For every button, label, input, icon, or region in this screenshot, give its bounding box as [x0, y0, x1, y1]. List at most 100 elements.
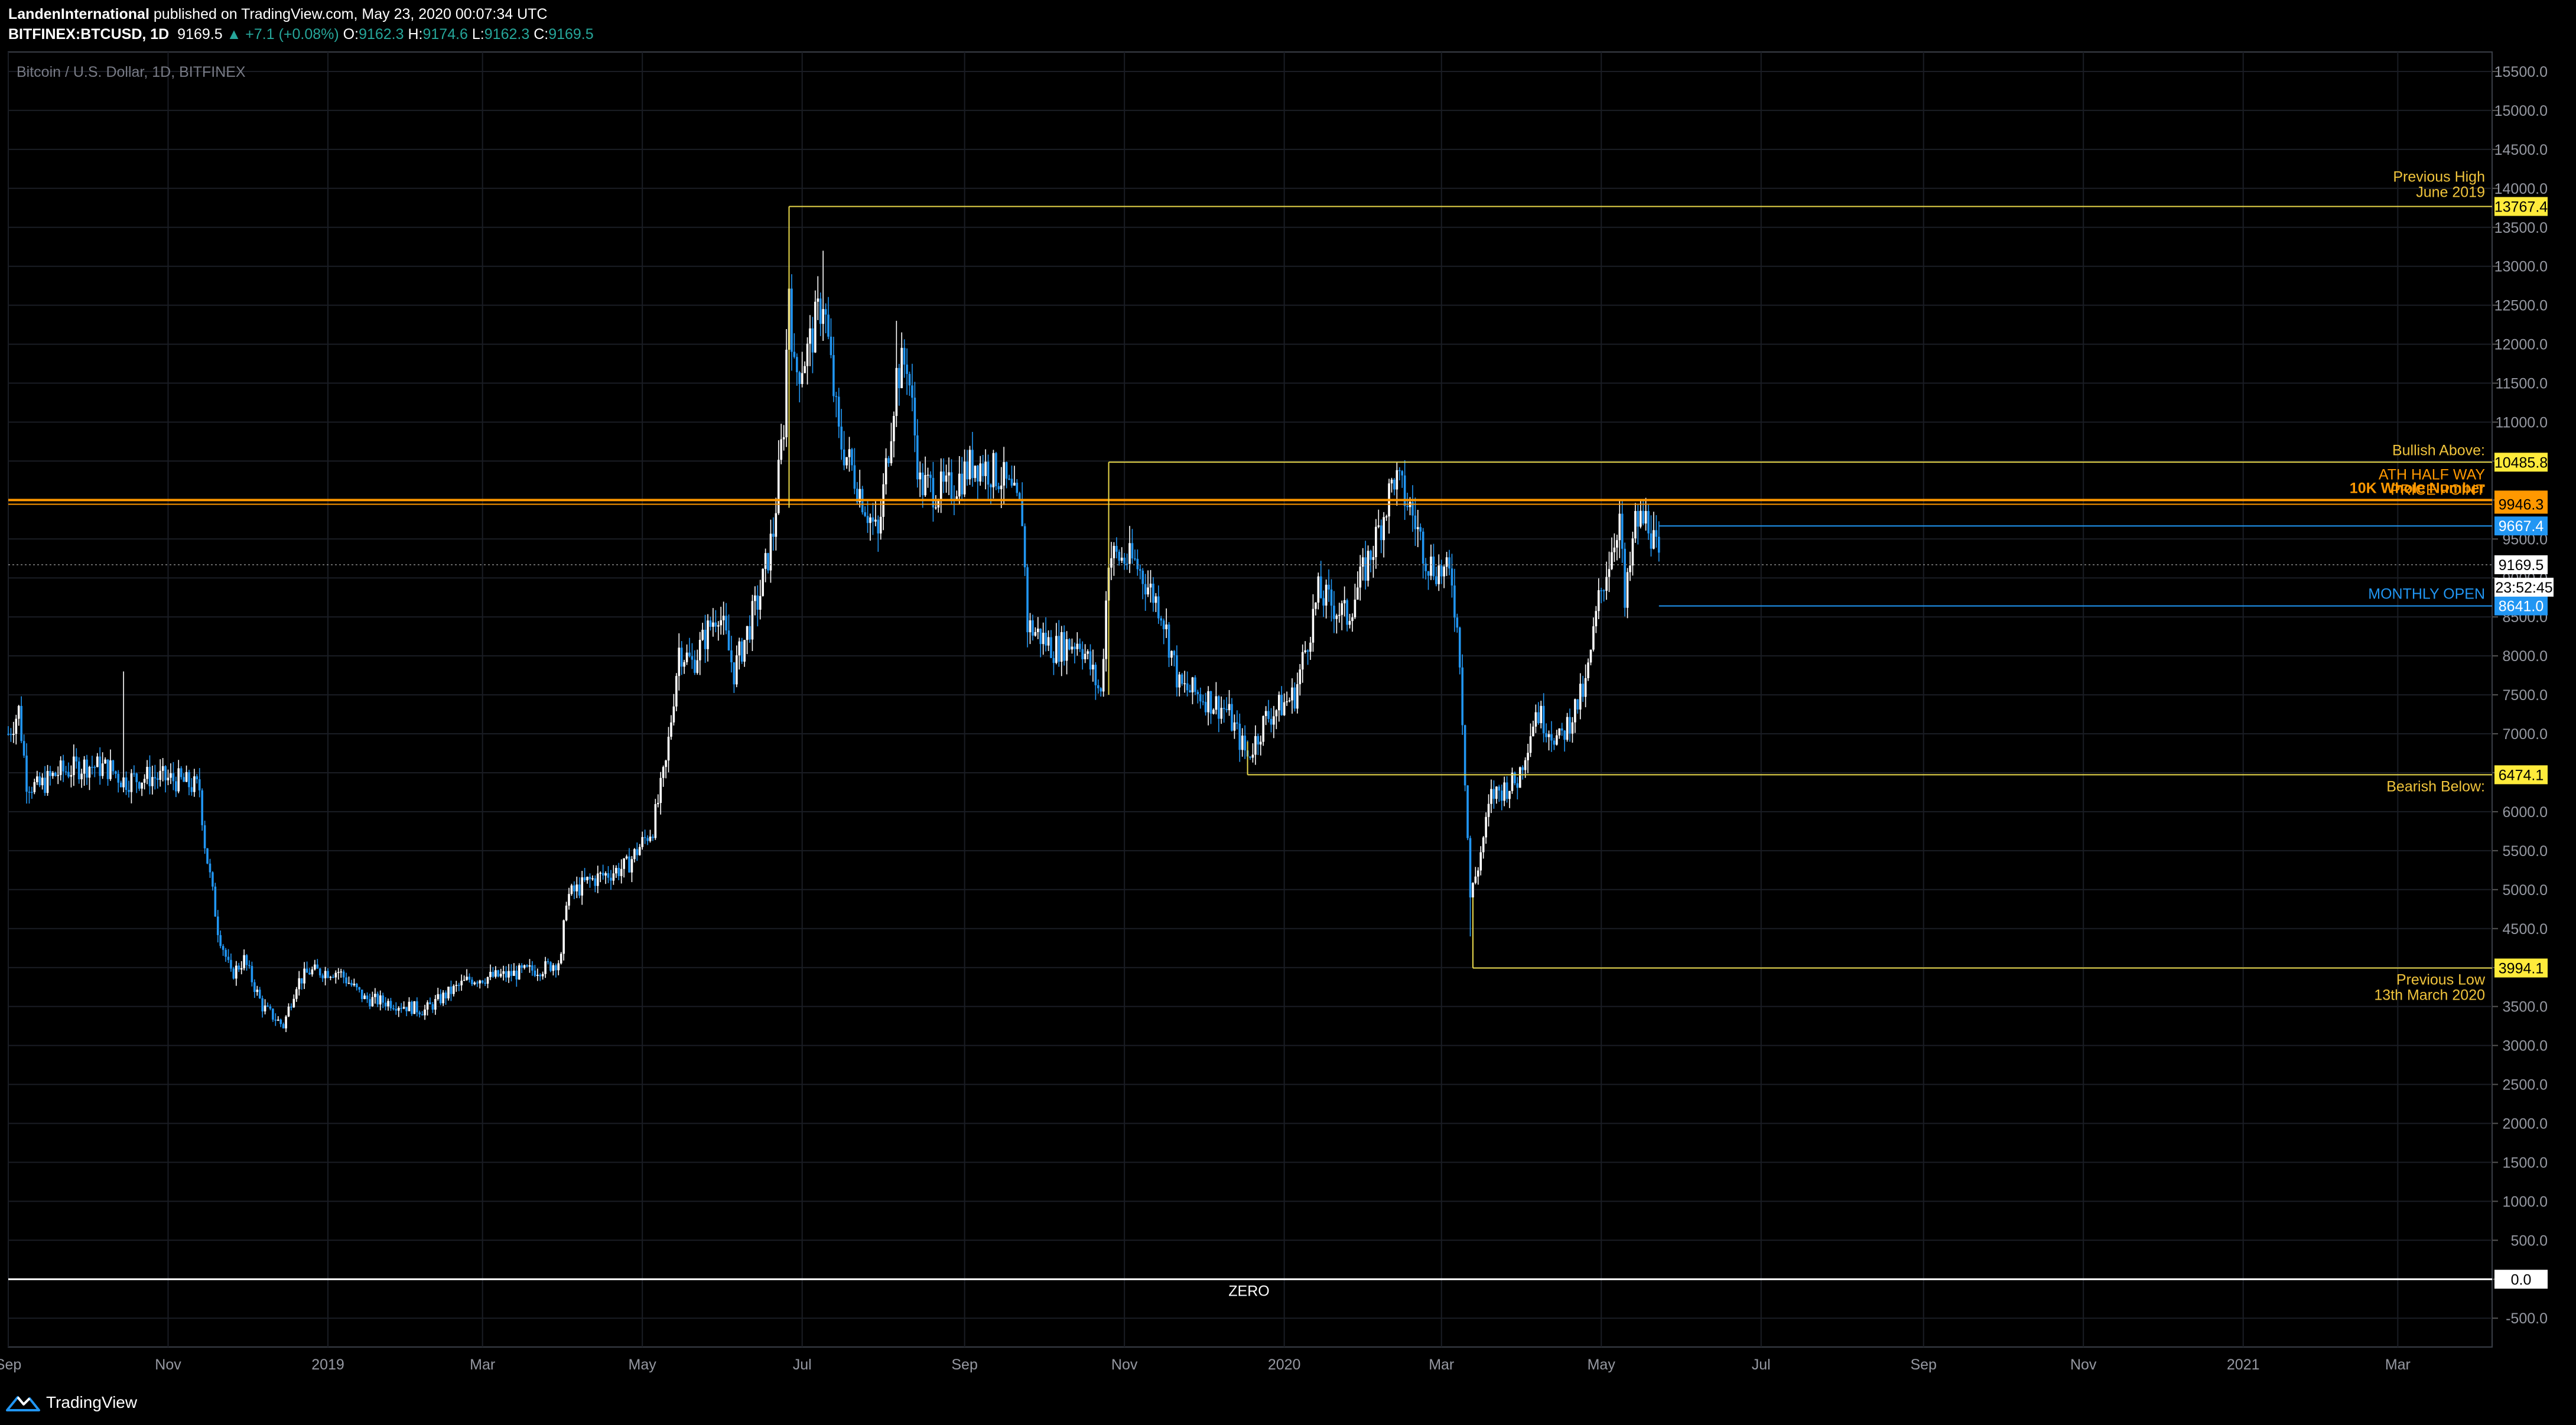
candle-body	[942, 471, 945, 482]
candle-body	[1196, 692, 1199, 694]
candle-body	[138, 782, 141, 789]
candle-body	[1508, 790, 1511, 799]
candle-body	[798, 372, 801, 384]
candle-body	[334, 972, 337, 978]
candle-body	[1209, 691, 1212, 714]
candle-body	[581, 877, 583, 896]
candle-body	[1023, 526, 1026, 568]
candle-body	[347, 982, 350, 984]
candle-body	[20, 705, 22, 741]
candle-body	[1186, 683, 1189, 691]
author-name[interactable]: LandenInternational	[8, 6, 149, 22]
chart-plot-area[interactable]	[8, 51, 2493, 1348]
candle-body	[1631, 538, 1634, 566]
candle-body	[1147, 587, 1149, 595]
candle-body	[981, 463, 984, 476]
candle-body	[1328, 584, 1330, 590]
candle-body	[382, 995, 384, 1003]
candle-body	[1097, 685, 1100, 689]
candle-body	[1288, 700, 1291, 702]
candle-body	[429, 1002, 431, 1004]
candle-body	[57, 775, 60, 776]
x-tick-label: May	[1588, 1356, 1616, 1373]
low-label: L:	[471, 26, 484, 43]
candle-body	[1154, 596, 1157, 603]
candle-body	[1238, 723, 1241, 750]
level-label: 10K Whole Number	[2350, 480, 2485, 496]
candle-body	[1629, 565, 1631, 572]
candle-body	[1144, 584, 1147, 595]
current-price-label: 9169.5	[2499, 557, 2544, 574]
candle-body	[54, 773, 57, 776]
candle-body	[374, 994, 376, 997]
candle-body	[28, 792, 31, 793]
y-tick-label: 14500.0	[2494, 142, 2548, 158]
candle-body	[1595, 611, 1598, 627]
candle-body	[1110, 558, 1113, 568]
candle-body	[508, 971, 510, 978]
candle-body	[1472, 883, 1474, 898]
candle-body	[1456, 617, 1459, 628]
candle-body	[1052, 658, 1055, 663]
candle-body	[1637, 510, 1640, 527]
candle-body	[793, 352, 796, 357]
candle-body	[209, 863, 212, 873]
candle-body	[437, 994, 440, 999]
candle-body	[1322, 598, 1325, 606]
candle-body	[389, 1001, 392, 1008]
candle-body	[1212, 710, 1215, 714]
candle-body	[1571, 722, 1574, 734]
candle-body	[258, 990, 261, 998]
candle-body	[1647, 510, 1650, 533]
level-label-line2: 13th March 2020	[2374, 987, 2485, 1003]
candle-body	[911, 385, 913, 398]
candle-body	[479, 980, 482, 984]
y-tick-label: 13000.0	[2494, 259, 2548, 275]
candle-body	[1105, 600, 1107, 659]
candle-body	[196, 776, 199, 779]
candle-body	[1437, 565, 1440, 584]
candle-body	[450, 987, 453, 994]
y-tick-label: 500.0	[2510, 1232, 2548, 1249]
candle-body	[130, 773, 133, 792]
candle-body	[523, 965, 526, 968]
candle-body	[733, 662, 736, 685]
candle-body	[141, 782, 143, 789]
candle-body	[977, 466, 979, 482]
level-label: MONTHLY OPEN	[2368, 586, 2485, 603]
current-price-tag	[2494, 555, 2548, 574]
candle-body	[801, 373, 804, 384]
candle-body	[1401, 471, 1404, 476]
candle-body	[356, 984, 358, 988]
candle-body	[623, 858, 625, 869]
candle-body	[106, 759, 109, 779]
candle-body	[1367, 551, 1370, 581]
symbol-name[interactable]: BITFINEX:BTCUSD, 1D	[8, 26, 170, 43]
candle-body	[1338, 614, 1341, 616]
candle-body	[740, 641, 743, 662]
candle-body	[109, 760, 112, 779]
candle-body	[804, 366, 806, 373]
candle-body	[1474, 876, 1477, 883]
candle-body	[1306, 650, 1309, 652]
candle-body	[256, 990, 259, 993]
candle-body	[1225, 709, 1228, 711]
candle-body	[908, 373, 911, 386]
last-price: 9169.5	[177, 26, 223, 43]
candle-body	[444, 993, 447, 998]
candle-body	[175, 781, 177, 792]
candle-body	[1642, 510, 1644, 524]
candle-body	[227, 956, 230, 960]
candle-body	[612, 873, 615, 881]
candle-body	[772, 533, 775, 537]
candle-body	[453, 985, 455, 994]
candle-body	[698, 639, 701, 661]
candle-body	[1422, 531, 1424, 564]
candle-body	[659, 777, 662, 803]
candle-body	[1608, 569, 1611, 577]
candle-body	[214, 886, 217, 917]
candle-body	[1270, 718, 1273, 725]
y-tick-label: 7000.0	[2503, 726, 2548, 743]
candle-body	[830, 336, 832, 356]
